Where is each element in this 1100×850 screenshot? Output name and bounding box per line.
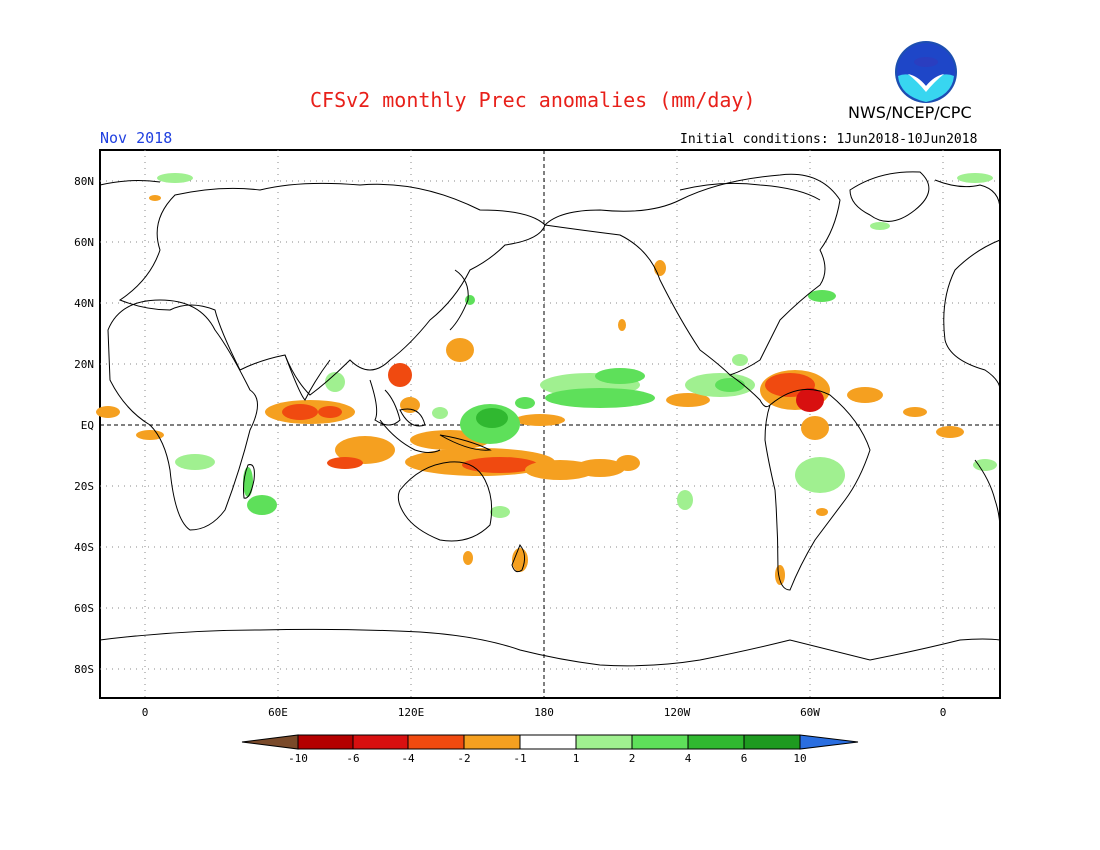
colorbar-label: 2 [629, 752, 636, 765]
colorbar-swatch [463, 734, 521, 750]
lat-label: 80N [74, 175, 94, 188]
colorbar-label: -4 [401, 752, 415, 765]
colorbar-label: 1 [573, 752, 580, 765]
colorbar-swatch [631, 734, 689, 750]
lat-label: 20N [74, 358, 94, 371]
anomaly-shading [96, 173, 997, 585]
lon-label: 120E [398, 706, 425, 719]
colorbar-label: 6 [741, 752, 748, 765]
lon-labels: 0 60E 120E 180 120W 60W 0 [142, 706, 947, 719]
coastlines [99, 171, 1001, 667]
colorbar-labels: -10 -6 -4 -2 -1 1 2 4 6 10 [288, 752, 807, 765]
colorbar-label: 4 [685, 752, 692, 765]
lon-label: 60W [800, 706, 820, 719]
lat-label: 60S [74, 602, 94, 615]
lat-label: 60N [74, 236, 94, 249]
lat-label: 20S [74, 480, 94, 493]
colorbar [241, 734, 859, 750]
colorbar-swatch [575, 734, 633, 750]
lat-label: 40N [74, 297, 94, 310]
lon-label: 0 [940, 706, 947, 719]
lat-label: 80S [74, 663, 94, 676]
colorbar-label: 10 [793, 752, 806, 765]
colorbar-swatch [519, 734, 577, 750]
lon-label: 0 [142, 706, 149, 719]
noaa-logo-icon [895, 41, 957, 103]
forecast-month: Nov 2018 [100, 129, 173, 147]
colorbar-label: -6 [346, 752, 359, 765]
colorbar-swatch [743, 734, 801, 750]
colorbar-swatch [687, 734, 745, 750]
grid-lines [100, 150, 1000, 698]
lon-label: 180 [534, 706, 554, 719]
lat-labels: 80N 60N 40N 20N EQ 20S 40S 60S 80S [74, 175, 94, 676]
lat-label: EQ [81, 419, 94, 432]
initial-conditions: Initial conditions: 1Jun2018-10Jun2018 [680, 132, 978, 147]
colorbar-label: -2 [457, 752, 470, 765]
colorbar-swatch [352, 734, 409, 750]
colorbar-swatch-lt-10 [241, 734, 299, 750]
colorbar-label: -10 [288, 752, 308, 765]
lon-label: 60E [268, 706, 288, 719]
lat-label: 40S [74, 541, 94, 554]
lon-label: 120W [664, 706, 691, 719]
colorbar-swatch [297, 734, 354, 750]
colorbar-swatch [407, 734, 465, 750]
colorbar-swatch-gt-10 [799, 734, 859, 750]
colorbar-label: -1 [513, 752, 526, 765]
map-title: CFSv2 monthly Prec anomalies (mm/day) [310, 88, 756, 112]
agency-label: NWS/NCEP/CPC [848, 103, 972, 122]
